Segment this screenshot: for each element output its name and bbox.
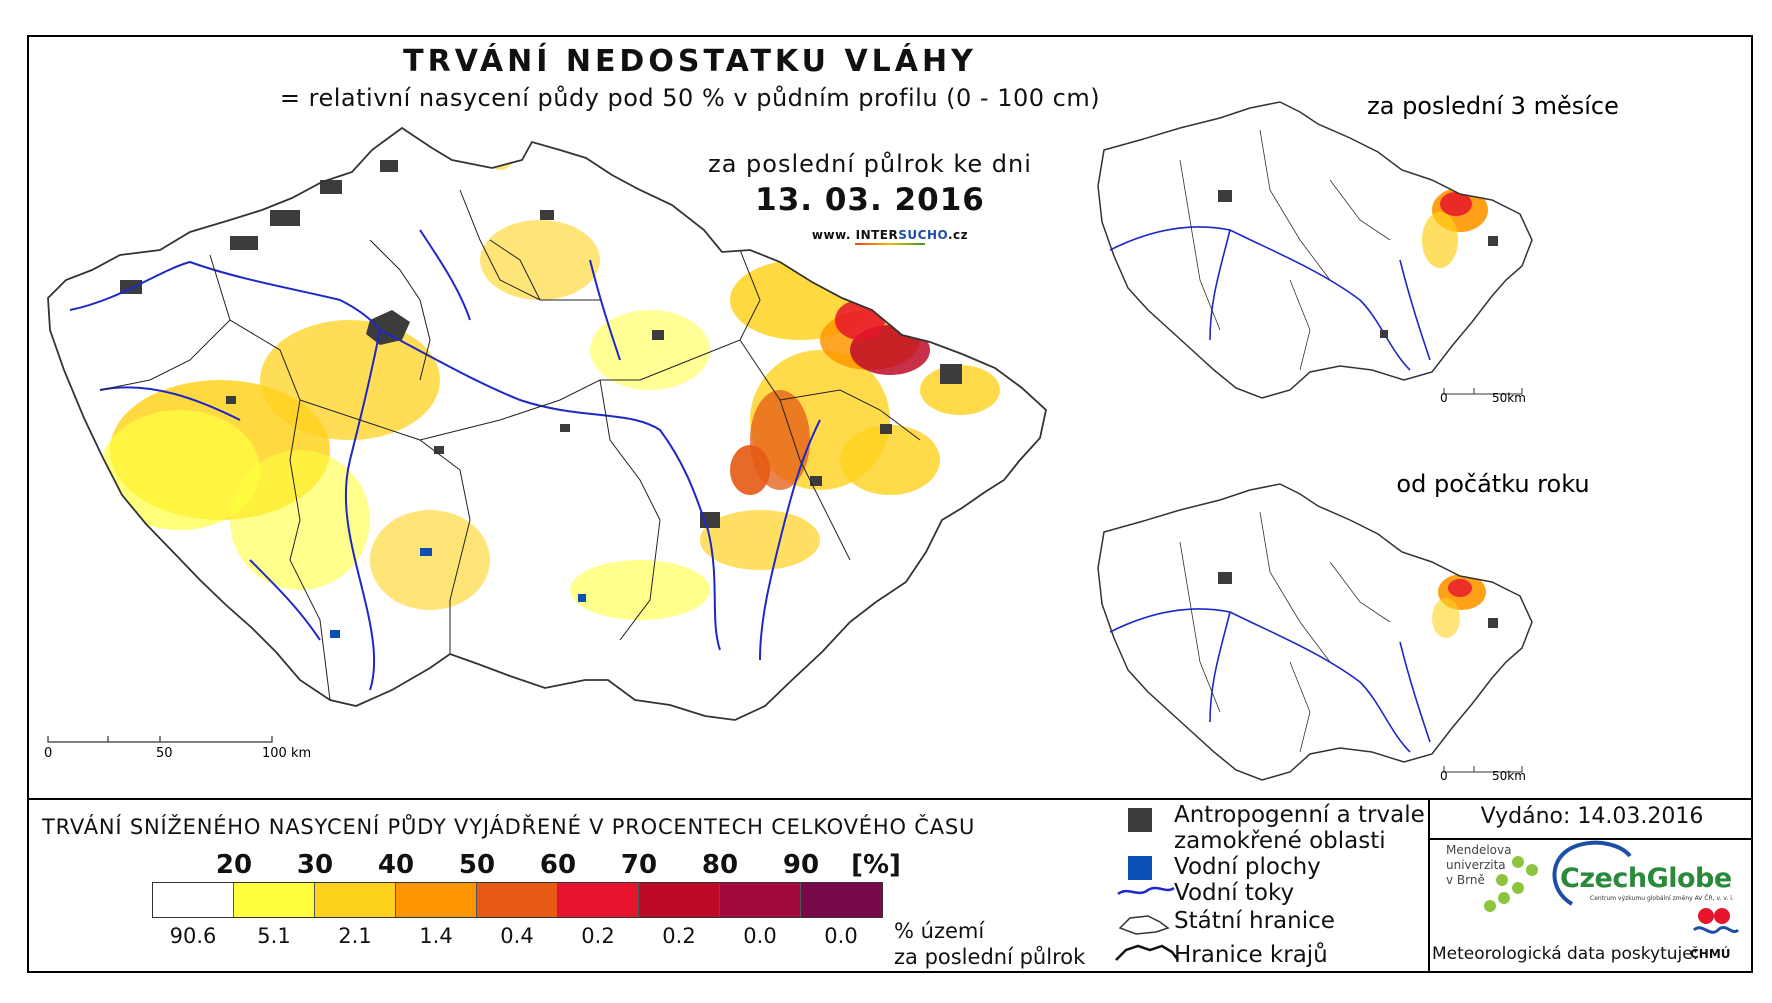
legend-percentage: 0.2 — [662, 924, 696, 948]
state-border-legend-icon — [1118, 915, 1170, 935]
legend-color-cell — [720, 883, 801, 917]
mendel-line1: Mendelova — [1446, 843, 1512, 857]
legend-tick: 50 — [458, 850, 496, 880]
legend-percentage: 2.1 — [338, 924, 372, 948]
issued-divider — [1428, 838, 1753, 840]
website-suffix: .cz — [947, 228, 969, 242]
scale-mid: 50 — [156, 746, 173, 761]
water-surfaces — [330, 548, 586, 638]
legend-color-cell — [801, 883, 882, 917]
inset-top-scale-zero: 0 — [1440, 391, 1448, 405]
legend-color-cell — [396, 883, 477, 917]
legend-unit-line2: za poslední půlrok — [894, 945, 1086, 969]
main-scale-bar — [47, 736, 273, 743]
river-legend-icon — [1117, 886, 1175, 896]
rivers — [69, 229, 821, 691]
inset-map-3-months — [1097, 101, 1533, 399]
meteo-credit: Meteorologická data poskytuje: — [1432, 944, 1699, 964]
legend-percentage: 0.4 — [500, 924, 534, 948]
map-date: 13. 03. 2016 — [755, 182, 985, 218]
map-title: TRVÁNÍ NEDOSTATKU VLÁHY — [403, 44, 977, 79]
legend-percentage: 0.0 — [824, 924, 858, 948]
czechglobe-subtitle: Centrum výzkumu globální změny AV ČR, v.… — [1590, 895, 1734, 902]
anthropogenic-legend-label: Antropogenní a trvale zamokřené oblasti — [1174, 802, 1425, 854]
inset-map-year — [1097, 483, 1533, 781]
legend-tick-unit: [%] — [851, 850, 901, 880]
legend-tick: 90 — [782, 850, 820, 880]
scale-end: 100 km — [262, 746, 311, 761]
legend-unit-line1: % území — [894, 919, 985, 943]
state-border — [47, 126, 1047, 721]
region-border-legend-icon — [1115, 944, 1179, 961]
legend-color-cell — [477, 883, 558, 917]
legend-color-cell — [639, 883, 720, 917]
legend-percentage: 0.2 — [581, 924, 615, 948]
legend-percentage: 0.0 — [743, 924, 777, 948]
anthropogenic-line1: Antropogenní a trvale — [1174, 802, 1425, 828]
chmu-logo-icon — [1692, 908, 1740, 934]
water-legend-swatch — [1128, 856, 1152, 880]
legend-tick: 20 — [215, 850, 253, 880]
website-prefix: www. INTER — [811, 228, 899, 242]
legend-tick: 80 — [701, 850, 739, 880]
legend-percentage: 90.6 — [169, 924, 217, 948]
scale-zero: 0 — [44, 746, 52, 761]
inset-bottom-scale-end: 50km — [1492, 769, 1526, 783]
mendel-university: Mendelova univerzita v Brně — [1446, 843, 1511, 888]
water-legend-label: Vodní plochy — [1174, 854, 1321, 880]
chmu-name: ČHMÚ — [1690, 947, 1731, 961]
inset-bottom-scale-zero: 0 — [1440, 769, 1448, 783]
inset-top-scale-end: 50km — [1492, 391, 1526, 405]
river-legend-label: Vodní toky — [1174, 880, 1295, 906]
inset-bottom-label: od počátku roku — [1396, 470, 1589, 498]
inset-top-label: za poslední 3 měsíce — [1367, 92, 1619, 120]
mendel-logo-icon — [1484, 856, 1538, 912]
prague-area — [366, 310, 410, 345]
czechglobe-name: CzechGlobe — [1560, 863, 1732, 894]
legend-unit: % území za poslední půlrok — [894, 918, 1085, 970]
anthropogenic-legend-swatch — [1128, 808, 1152, 832]
issued-date: Vydáno: 14.03.2016 — [1480, 804, 1704, 829]
legend-title: TRVÁNÍ SNÍŽENÉHO NASYCENÍ PŮDY VYJÁDŘENÉ… — [42, 815, 976, 839]
legend-percentage: 5.1 — [257, 924, 291, 948]
legend-color-cell — [153, 883, 234, 917]
anthropogenic-line2: zamokřené oblasti — [1174, 828, 1386, 854]
legend-tick: 70 — [620, 850, 658, 880]
mendel-line2: univerzita — [1446, 858, 1506, 872]
credits-divider — [1428, 798, 1430, 973]
legend-color-bar — [152, 882, 883, 918]
region-border-legend-label: Hranice krajů — [1174, 942, 1328, 968]
state-border-legend-label: Státní hranice — [1174, 908, 1335, 934]
legend-divider — [27, 798, 1753, 800]
website-link[interactable]: www. INTERSUCHO.cz — [780, 228, 1000, 245]
legend-tick: 30 — [296, 850, 334, 880]
ostrava-area — [940, 364, 962, 384]
legend-color-cell — [558, 883, 639, 917]
mendel-line3: v Brně — [1446, 873, 1485, 887]
period-label: za poslední půlrok ke dni — [708, 150, 1032, 178]
region-borders — [99, 189, 921, 701]
anthropogenic-areas — [120, 160, 962, 528]
website-underline — [855, 243, 925, 245]
legend-color-cell — [315, 883, 396, 917]
legend-tick: 40 — [377, 850, 415, 880]
legend-color-cell — [234, 883, 315, 917]
map-subtitle: = relativní nasycení půdy pod 50 % v půd… — [279, 84, 1101, 112]
legend-tick: 60 — [539, 850, 577, 880]
czechglobe-logo-icon — [1552, 840, 1632, 906]
website-accent: SUCHO — [898, 228, 948, 242]
legend-percentage: 1.4 — [419, 924, 453, 948]
